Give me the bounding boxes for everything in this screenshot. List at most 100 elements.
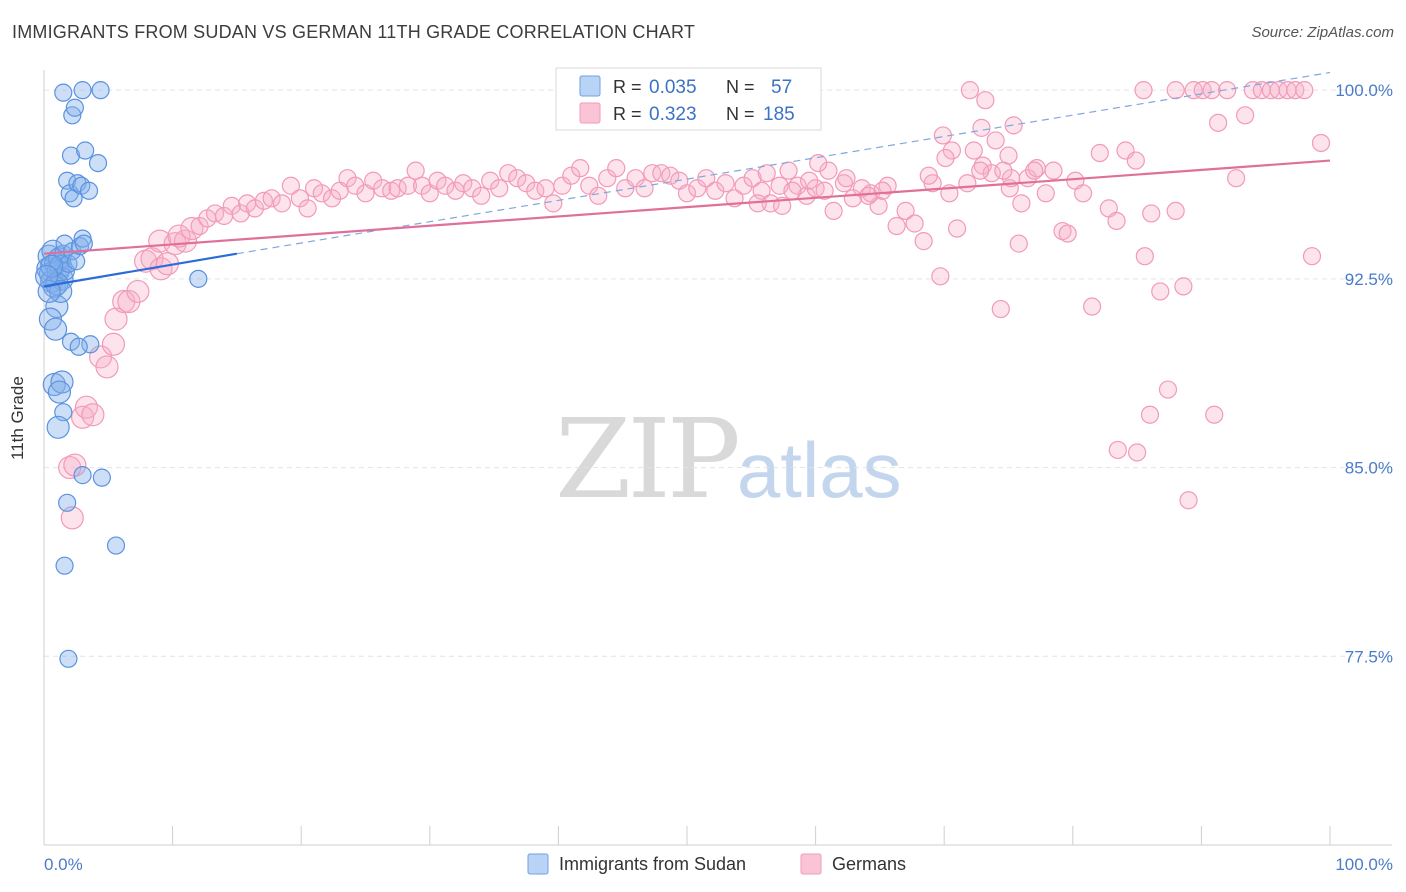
germans-point xyxy=(815,181,834,200)
germans-point xyxy=(716,174,735,193)
sudan-point xyxy=(58,493,77,512)
x-tick-label: 0.0% xyxy=(44,855,83,874)
germans-point xyxy=(298,199,317,218)
germans-point xyxy=(1179,491,1198,510)
germans-point xyxy=(281,176,301,195)
y-tick-label: 100.0% xyxy=(1335,81,1393,100)
germans-point xyxy=(140,247,164,271)
germans-point xyxy=(1135,247,1154,266)
germans-point xyxy=(1218,81,1237,100)
germans-point xyxy=(743,169,762,188)
germans-point xyxy=(490,179,509,198)
germans-point xyxy=(1209,113,1228,132)
germans-point xyxy=(783,181,802,200)
germans-point xyxy=(1205,405,1224,424)
stats-n-label-sudan: N = xyxy=(726,77,755,97)
germans-point xyxy=(1142,204,1161,223)
x-tick-label: 100.0% xyxy=(1335,855,1393,874)
germans-trend-line xyxy=(43,159,1331,255)
germans-point xyxy=(896,201,915,221)
germans-point xyxy=(1302,247,1322,266)
germans-point xyxy=(837,169,856,188)
germans-point xyxy=(1107,211,1126,231)
germans-point xyxy=(972,118,991,137)
germans-point xyxy=(126,279,150,304)
germans-point xyxy=(960,81,980,100)
bottom-legend: Immigrants from Sudan Germans xyxy=(527,853,906,875)
germans-point xyxy=(779,161,798,180)
germans-point xyxy=(598,169,617,188)
stats-n-label-germans: N = xyxy=(726,104,755,124)
germans-point xyxy=(290,189,310,208)
germans-point xyxy=(1053,221,1072,241)
germans-point xyxy=(1009,234,1028,253)
germans-point xyxy=(994,161,1013,180)
sudan-trend-extension xyxy=(236,71,1331,255)
germans-point xyxy=(398,176,418,195)
sudan-point xyxy=(47,380,72,404)
legend-label-sudan: Immigrants from Sudan xyxy=(559,854,746,874)
sudan-point xyxy=(91,81,110,100)
stats-r-value-germans: 0.323 xyxy=(649,104,697,125)
germans-point xyxy=(571,159,590,178)
sudan-point xyxy=(55,556,74,575)
germans-point xyxy=(1295,81,1314,100)
germans-point xyxy=(1151,282,1170,301)
germans-point xyxy=(580,176,599,195)
y-tick-label: 77.5% xyxy=(1345,647,1393,666)
sudan-point xyxy=(92,468,111,487)
germans-point xyxy=(1004,116,1023,135)
germans-point xyxy=(824,201,843,221)
germans-point xyxy=(436,176,455,195)
germans-point xyxy=(1174,277,1193,296)
germans-point xyxy=(101,332,126,356)
sudan-point xyxy=(50,370,74,394)
germans-point xyxy=(338,169,357,188)
germans-point xyxy=(322,189,342,208)
germans-point xyxy=(761,194,780,213)
sudan-point xyxy=(46,415,70,439)
germans-point xyxy=(1036,184,1055,203)
germans-point xyxy=(231,204,250,223)
germans-point xyxy=(1202,81,1221,100)
source-label: Source: ZipAtlas.com xyxy=(1251,24,1394,41)
germans-point xyxy=(95,355,119,379)
germans-point xyxy=(1134,81,1153,100)
stats-swatch-sudan xyxy=(579,75,601,97)
germans-point xyxy=(1025,161,1044,180)
sudan-point xyxy=(81,335,100,354)
germans-point xyxy=(1236,106,1255,125)
germans-point xyxy=(947,219,967,238)
germans-point xyxy=(262,189,281,208)
y-tick-label: 92.5% xyxy=(1345,270,1393,289)
germans-point xyxy=(1311,133,1331,153)
germans-point xyxy=(809,154,828,173)
chart-title: IMMIGRANTS FROM SUDAN VS GERMAN 11TH GRA… xyxy=(12,22,696,42)
sudan-point xyxy=(73,81,92,100)
sudan-point xyxy=(61,146,81,165)
sudan-point xyxy=(59,649,78,668)
germans-point xyxy=(971,161,990,180)
germans-point xyxy=(1166,201,1185,221)
germans-point xyxy=(999,146,1018,165)
germans-point xyxy=(706,181,725,200)
germans-point xyxy=(919,166,938,185)
germans-point xyxy=(589,186,608,205)
germans-point xyxy=(1044,161,1063,180)
axes xyxy=(43,70,1392,846)
germans-point xyxy=(1012,194,1031,213)
germans-point xyxy=(800,171,819,190)
germans-point xyxy=(167,224,191,248)
germans-point xyxy=(873,181,892,200)
germans-point xyxy=(81,403,105,427)
germans-point xyxy=(757,164,776,183)
stats-n-value-sudan: 57 xyxy=(771,77,792,98)
germans-point xyxy=(472,186,491,205)
sudan-point xyxy=(37,279,61,304)
germans-point xyxy=(859,186,878,205)
germans-point xyxy=(60,506,84,530)
stats-swatch-germans xyxy=(579,102,601,124)
sudan-point xyxy=(73,466,92,485)
sudan-point xyxy=(43,317,68,341)
